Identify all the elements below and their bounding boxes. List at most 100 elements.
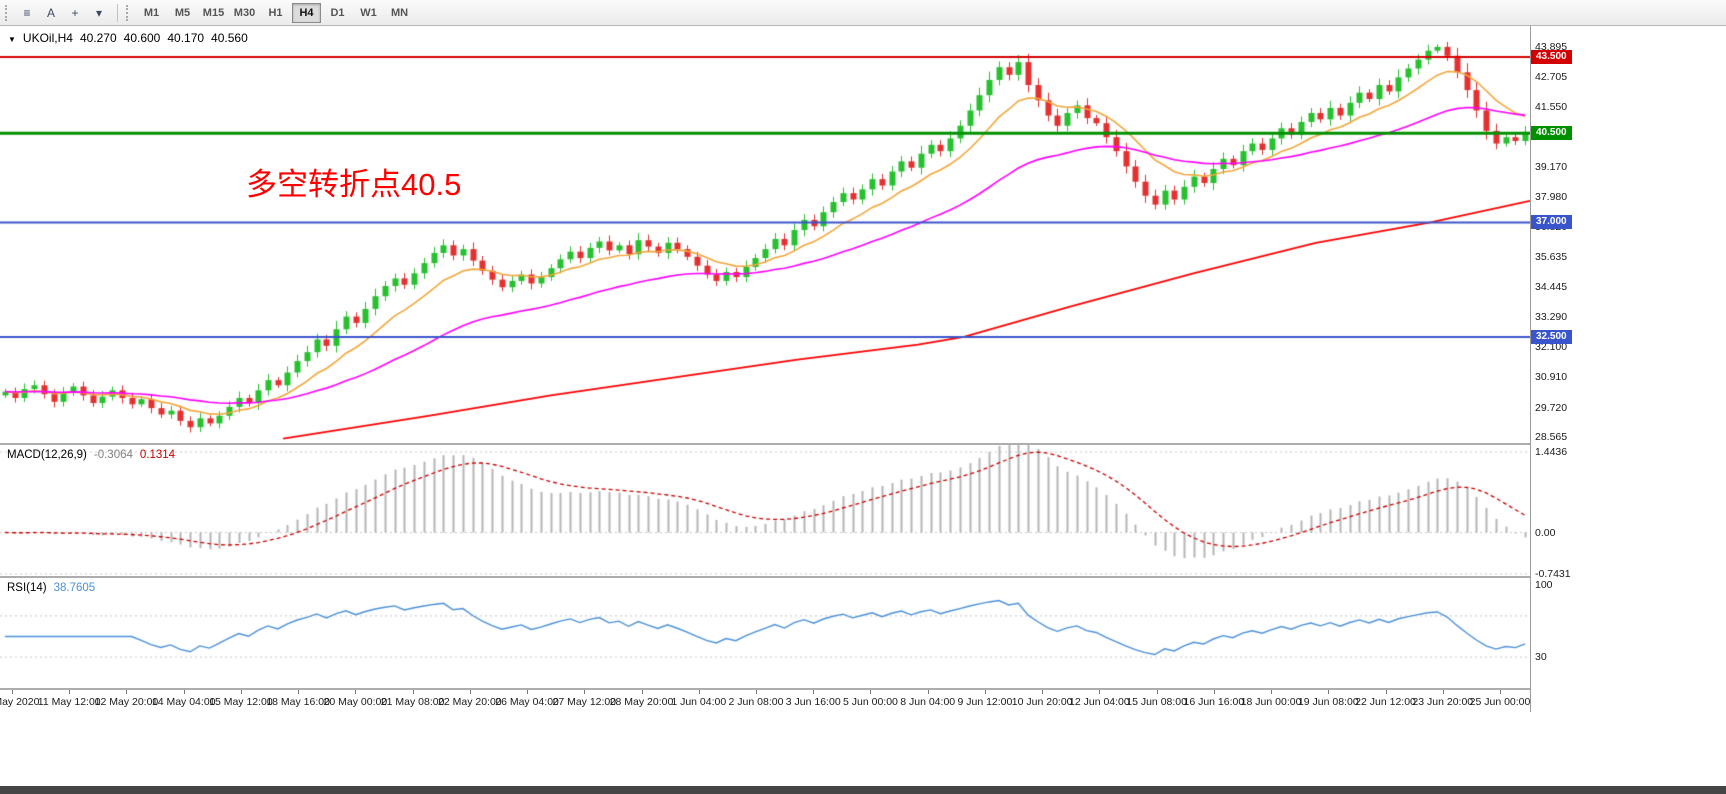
time-tick	[641, 690, 643, 694]
time-tick	[183, 690, 185, 694]
ohlc-open: 40.270	[79, 31, 117, 45]
macd-indicator-label: MACD(12,26,9) -0.3064 0.1314	[7, 449, 175, 461]
time-label: 28 May 20:00	[609, 696, 674, 708]
time-tick	[1271, 690, 1273, 694]
time-label: 8 May 2020	[0, 696, 40, 708]
rsi-name: RSI(14)	[7, 582, 47, 594]
timeframe-d1[interactable]: D1	[330, 6, 345, 19]
chart-shift-icon: ▼	[8, 34, 16, 44]
time-tick	[1156, 690, 1158, 694]
timeframe-m1[interactable]: M1	[143, 6, 160, 19]
time-tick	[298, 690, 300, 694]
macd-name: MACD(12,26,9)	[7, 449, 87, 461]
crosshair-icon[interactable]: +	[71, 5, 79, 20]
time-label: 20 May 00:00	[323, 696, 388, 708]
text-annotation-icon[interactable]: A	[46, 5, 55, 20]
time-tick	[1328, 690, 1330, 694]
left-tools: ≡ A + ▾	[15, 3, 111, 23]
chart-symbol-info: ▼ UKOil,H4 40.270 40.600 40.170 40.560	[8, 31, 248, 45]
time-tick	[584, 690, 586, 694]
time-label: 14 May 04:00	[151, 696, 216, 708]
price-tick: 29.720	[1535, 401, 1568, 414]
time-label: 21 May 08:00	[380, 696, 445, 708]
timeframe-mn[interactable]: MN	[390, 6, 409, 19]
time-tick	[1099, 690, 1101, 694]
time-tick	[1442, 690, 1444, 694]
timeframe-h4[interactable]: H4	[292, 2, 321, 23]
price-tick: 30.910	[1535, 371, 1568, 384]
time-label: 18 Jun 00:00	[1240, 696, 1302, 708]
price-tick: 34.445	[1535, 281, 1568, 294]
price-level-badge: 32.500	[1531, 329, 1572, 344]
price-level-badge: 43.500	[1531, 50, 1572, 65]
price-tick: 39.170	[1535, 161, 1568, 174]
rsi-value: 38.7605	[53, 582, 96, 594]
macd-signal-value: 0.1314	[139, 449, 176, 461]
panel-separator-macd-rsi[interactable]	[0, 576, 1726, 578]
price-tick: 35.635	[1535, 251, 1568, 264]
time-label: 22 May 20:00	[438, 696, 502, 708]
panel-separator-rsi-time[interactable]	[0, 688, 1726, 690]
time-label: 12 Jun 04:00	[1069, 696, 1130, 708]
time-label: 2 Jun 08:00	[728, 696, 784, 708]
time-tick	[756, 690, 757, 694]
time-tick	[126, 690, 128, 694]
price-tick: 41.550	[1535, 100, 1568, 113]
time-label: 23 Jun 20:00	[1412, 696, 1474, 708]
time-tick	[927, 690, 929, 694]
time-label: 8 Jun 04:00	[900, 696, 956, 708]
macd-panel-canvas[interactable]	[0, 445, 1530, 576]
toolbar-grip[interactable]	[5, 4, 10, 21]
time-label: 5 Jun 00:00	[843, 696, 898, 708]
price-tick: 42.705	[1535, 71, 1568, 84]
draw-tools-dropdown-icon[interactable]: ▾	[95, 5, 103, 20]
time-tick	[527, 690, 529, 694]
ohlc-close: 40.560	[211, 31, 248, 45]
ohlc-low: 40.170	[167, 31, 205, 45]
time-label: 26 May 04:00	[495, 696, 559, 708]
timeframe-group: M1 M5 M15 M30 H1 H4 D1 W1 MN	[136, 2, 415, 23]
time-tick	[412, 690, 414, 694]
time-label: 1 Jun 04:00	[671, 696, 727, 708]
timeframe-m15[interactable]: M15	[202, 6, 225, 19]
time-tick	[12, 690, 13, 694]
macd-main-value: -0.3064	[93, 449, 133, 461]
panel-separator-main-macd[interactable]	[0, 443, 1726, 445]
time-tick	[698, 690, 700, 694]
price-tick: 32.100	[1535, 341, 1568, 354]
time-label: 10 Jun 20:00	[1011, 696, 1073, 708]
price-tick: 43.895	[1535, 40, 1568, 53]
chart-window-icon[interactable]: ≡	[23, 5, 31, 20]
rsi-tick: 30	[1535, 651, 1547, 664]
rsi-tick: 100	[1535, 579, 1553, 591]
time-label: 18 May 16:00	[266, 696, 330, 708]
time-label: 11 May 12:00	[37, 696, 101, 708]
time-tick	[240, 690, 242, 694]
time-tick	[984, 690, 986, 694]
price-tick: 37.980	[1535, 191, 1568, 204]
toolbar-separator	[117, 3, 118, 22]
timeframe-m30[interactable]: M30	[233, 6, 256, 19]
toolbar-grip-2[interactable]	[126, 4, 131, 21]
top-toolbar: ≡ A + ▾ M1 M5 M15 M30 H1 H4 D1 W1 MN	[0, 0, 1726, 26]
time-label: 25 Jun 00:00	[1469, 696, 1531, 708]
main-chart-canvas[interactable]	[0, 26, 1530, 443]
timeframe-h1[interactable]: H1	[268, 6, 283, 19]
time-label: 12 May 20:00	[94, 696, 159, 708]
time-tick	[355, 690, 357, 694]
rsi-panel-canvas[interactable]	[0, 578, 1530, 688]
timeframe-m5[interactable]: M5	[174, 6, 191, 19]
price-level-badge: 37.000	[1531, 215, 1572, 230]
time-tick	[1385, 690, 1387, 694]
time-label: 16 Jun 16:00	[1183, 696, 1245, 708]
time-label: 15 Jun 08:00	[1126, 696, 1187, 708]
symbol-label: UKOil,H4	[22, 31, 73, 45]
taskbar-strip	[0, 786, 1726, 794]
time-label: 22 Jun 12:00	[1355, 696, 1416, 708]
timeframe-w1[interactable]: W1	[360, 6, 377, 19]
price-axis[interactable]: 43.89542.70541.55040.36039.17037.98036.8…	[1530, 26, 1726, 712]
time-tick	[813, 690, 815, 694]
time-label: 3 Jun 16:00	[785, 696, 841, 708]
price-tick: 28.565	[1535, 431, 1568, 444]
